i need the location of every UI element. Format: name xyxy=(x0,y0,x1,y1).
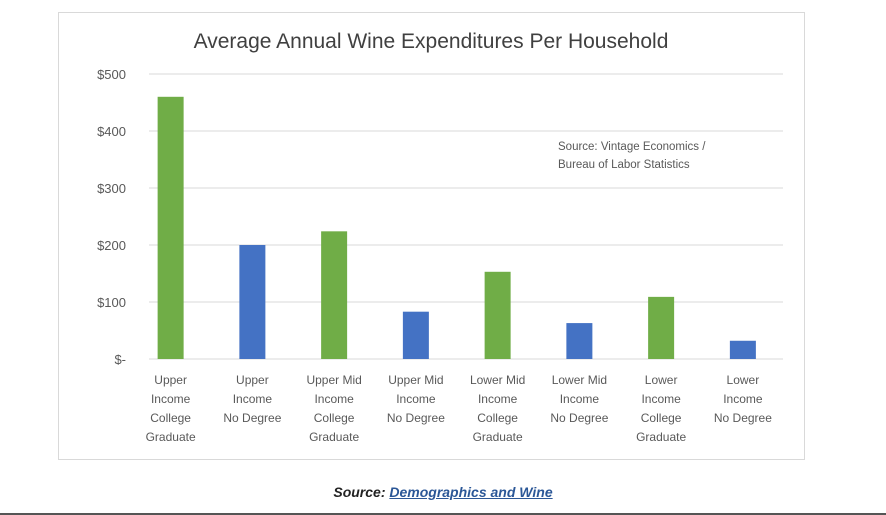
annotation-line: Bureau of Labor Statistics xyxy=(558,159,690,171)
source-annotation: Source: Vintage Economics / Bureau of Lab… xyxy=(558,141,706,171)
x-tick-label: Lower Mid Income College Graduate xyxy=(470,373,525,444)
x-tick-label: Lower Income College Graduate xyxy=(636,373,686,444)
y-tick-label: $500 xyxy=(97,67,126,82)
bar xyxy=(157,96,184,360)
x-tick-label: Upper Mid Income College Graduate xyxy=(306,373,361,444)
y-tick-label: $300 xyxy=(97,181,126,196)
bar xyxy=(648,296,675,359)
bar xyxy=(239,245,266,359)
y-tick-label: $200 xyxy=(97,238,126,253)
bar xyxy=(566,323,593,359)
caption-source-link[interactable]: Demographics and Wine xyxy=(389,484,553,500)
x-tick-label: Lower Income No Degree xyxy=(714,373,772,425)
y-tick-label: $100 xyxy=(97,295,126,310)
figure-caption: Source: Demographics and Wine xyxy=(0,484,886,500)
bar-chart: Average Annual Wine Expenditures Per Hou… xyxy=(97,30,783,444)
x-tick-label: Lower Mid Income No Degree xyxy=(550,373,608,425)
caption-prefix: Source: xyxy=(333,484,390,500)
y-tick-label: $- xyxy=(114,352,126,367)
bar xyxy=(321,231,348,359)
y-axis-ticks: $- $100 $200 $300 $400 $500 xyxy=(97,67,126,367)
x-axis-labels: Upper Income College Graduate Upper Income No … xyxy=(146,373,773,444)
y-tick-label: $400 xyxy=(97,124,126,139)
x-tick-label: Upper Mid Income No Degree xyxy=(387,373,445,425)
annotation-line: Source: Vintage Economics / xyxy=(558,141,706,153)
x-tick-label: Upper Income No Degree xyxy=(223,373,281,425)
bar xyxy=(402,311,429,359)
bar xyxy=(729,340,756,359)
bars xyxy=(157,96,756,360)
bar xyxy=(484,271,511,359)
x-tick-label: Upper Income College Graduate xyxy=(146,373,196,444)
bottom-divider xyxy=(0,513,886,515)
chart-title: Average Annual Wine Expenditures Per Hou… xyxy=(194,30,669,53)
